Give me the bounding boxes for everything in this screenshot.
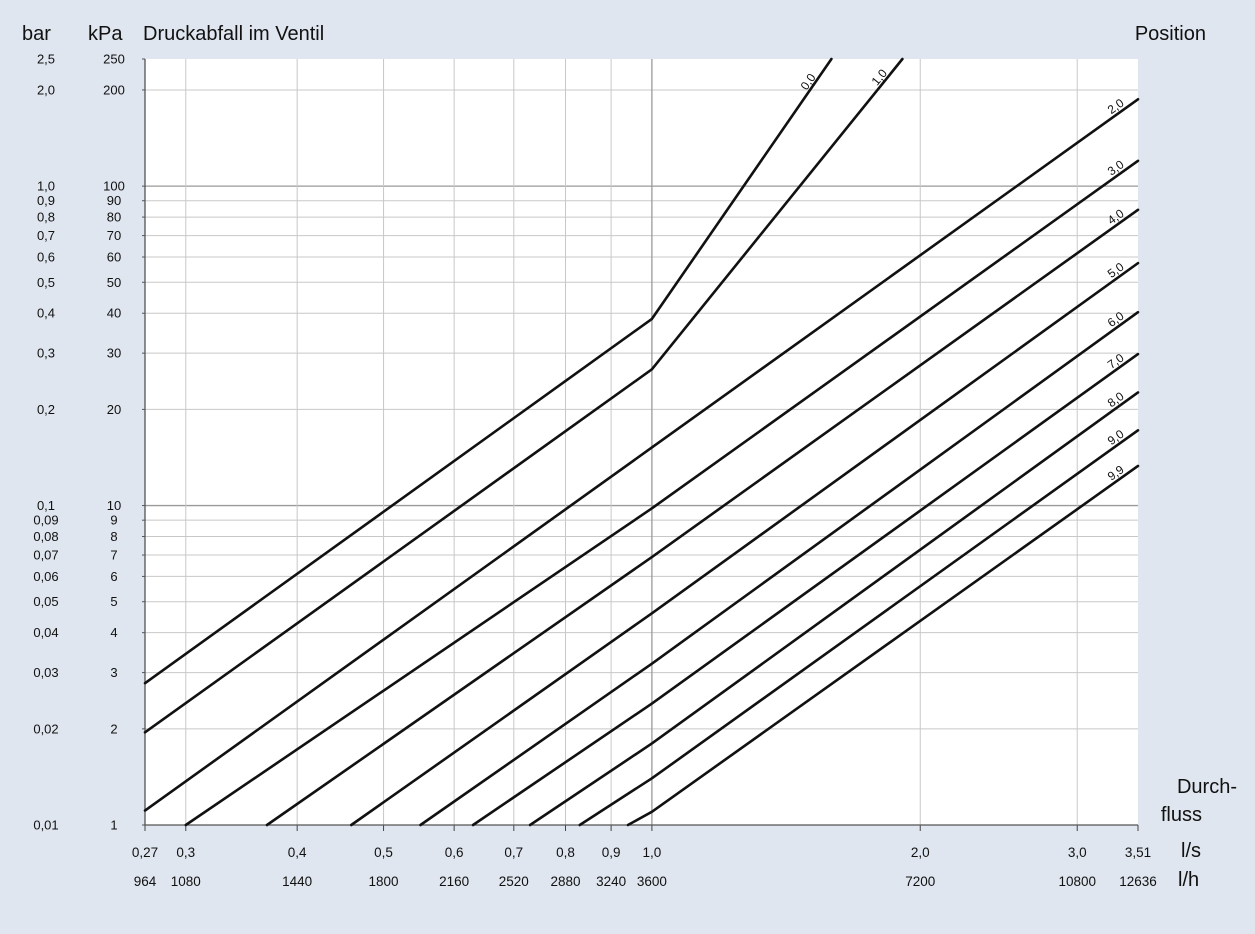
x-tick-label-ls: 0,6 (445, 845, 464, 860)
series-line (143, 57, 904, 734)
y-tick-label-kpa: 1 (110, 818, 117, 833)
y-tick-label-bar: 0,7 (37, 228, 55, 243)
x-tick-label-ls: 3,51 (1125, 845, 1151, 860)
y-tick-label-kpa: 9 (110, 513, 117, 528)
x-tick-label-ls: 1,0 (643, 845, 662, 860)
series-line (349, 261, 1140, 827)
x-tick-label-ls: 0,9 (602, 845, 621, 860)
y-tick-label-bar: 2,0 (37, 82, 55, 97)
x-tick-label-ls: 3,0 (1068, 845, 1087, 860)
x-tick-label-ls: 0,5 (374, 845, 393, 860)
flow-label-line2: fluss (1161, 804, 1202, 826)
y-tick-label-bar: 0,06 (33, 569, 58, 584)
y-tick-label-bar: 0,05 (33, 594, 58, 609)
y-tick-label-bar: 0,3 (37, 346, 55, 361)
x-tick-label-lh: 1800 (369, 874, 399, 889)
y-tick-label-bar: 2,5 (37, 52, 55, 67)
series-line (184, 159, 1140, 827)
series-line (143, 97, 1140, 812)
y-tick-label-kpa: 70 (107, 228, 121, 243)
y-tick-label-bar: 0,09 (33, 513, 58, 528)
series-line (528, 391, 1140, 827)
y-tick-label-kpa: 250 (103, 52, 125, 67)
y-unit-bar-label: bar (22, 23, 51, 45)
y-tick-label-kpa: 80 (107, 210, 121, 225)
series-line (143, 57, 833, 685)
y-tick-label-bar: 0,1 (37, 498, 55, 513)
y-tick-label-kpa: 7 (110, 548, 117, 563)
y-tick-label-bar: 0,8 (37, 210, 55, 225)
x-tick-label-lh: 1080 (171, 874, 201, 889)
x-tick-label-ls: 0,4 (288, 845, 307, 860)
y-tick-label-bar: 1,0 (37, 179, 55, 194)
y-tick-label-kpa: 3 (110, 665, 117, 680)
y-tick-label-bar: 0,6 (37, 249, 55, 264)
y-tick-label-kpa: 5 (110, 594, 117, 609)
x-tick-label-ls: 2,0 (911, 845, 930, 860)
y-tick-label-kpa: 90 (107, 193, 121, 208)
y-tick-label-kpa: 10 (107, 498, 121, 513)
y-tick-label-kpa: 30 (107, 346, 121, 361)
x-tick-label-lh: 3600 (637, 874, 667, 889)
y-tick-label-bar: 0,02 (33, 721, 58, 736)
y-tick-label-kpa: 50 (107, 275, 121, 290)
y-unit-kpa-label: kPa (88, 23, 123, 45)
x-tick-label-lh: 3240 (596, 874, 626, 889)
y-tick-label-kpa: 100 (103, 179, 125, 194)
x-unit-ls-label: l/s (1181, 840, 1201, 862)
y-tick-label-kpa: 8 (110, 529, 117, 544)
y-tick-label-kpa: 200 (103, 82, 125, 97)
y-tick-label-kpa: 6 (110, 569, 117, 584)
x-tick-label-lh: 1440 (282, 874, 312, 889)
x-tick-label-lh: 964 (134, 874, 157, 889)
y-tick-label-bar: 0,07 (33, 548, 58, 563)
chart-title: Druckabfall im Ventil (143, 23, 325, 45)
y-tick-label-kpa: 20 (107, 402, 121, 417)
y-tick-label-bar: 0,08 (33, 529, 58, 544)
position-header: Position (1134, 23, 1206, 45)
y-tick-label-bar: 0,2 (37, 402, 55, 417)
x-tick-label-ls: 0,3 (176, 845, 195, 860)
flow-label-line1: Durch- (1177, 776, 1237, 798)
x-unit-lh-label: l/h (1178, 869, 1199, 891)
x-tick-label-ls: 0,8 (556, 845, 575, 860)
series-line (471, 352, 1140, 827)
series-line (265, 208, 1140, 827)
y-tick-label-bar: 0,5 (37, 275, 55, 290)
x-tick-label-lh: 10800 (1058, 874, 1096, 889)
y-tick-label-bar: 0,04 (33, 625, 58, 640)
y-tick-label-kpa: 4 (110, 625, 117, 640)
series-line (626, 464, 1140, 827)
y-tick-label-kpa: 40 (107, 306, 121, 321)
y-tick-label-kpa: 60 (107, 249, 121, 264)
y-tick-label-bar: 0,4 (37, 306, 55, 321)
x-tick-label-lh: 12636 (1119, 874, 1157, 889)
y-tick-label-bar: 0,01 (33, 818, 58, 833)
x-tick-label-lh: 7200 (905, 874, 935, 889)
series-line (419, 310, 1140, 827)
x-tick-label-ls: 0,27 (132, 845, 158, 860)
x-tick-label-ls: 0,7 (504, 845, 523, 860)
y-tick-label-kpa: 2 (110, 721, 117, 736)
x-tick-label-lh: 2880 (550, 874, 580, 889)
series-line (578, 429, 1140, 827)
y-tick-label-bar: 0,03 (33, 665, 58, 680)
y-tick-label-bar: 0,9 (37, 193, 55, 208)
x-tick-label-lh: 2520 (499, 874, 529, 889)
x-tick-label-lh: 2160 (439, 874, 469, 889)
